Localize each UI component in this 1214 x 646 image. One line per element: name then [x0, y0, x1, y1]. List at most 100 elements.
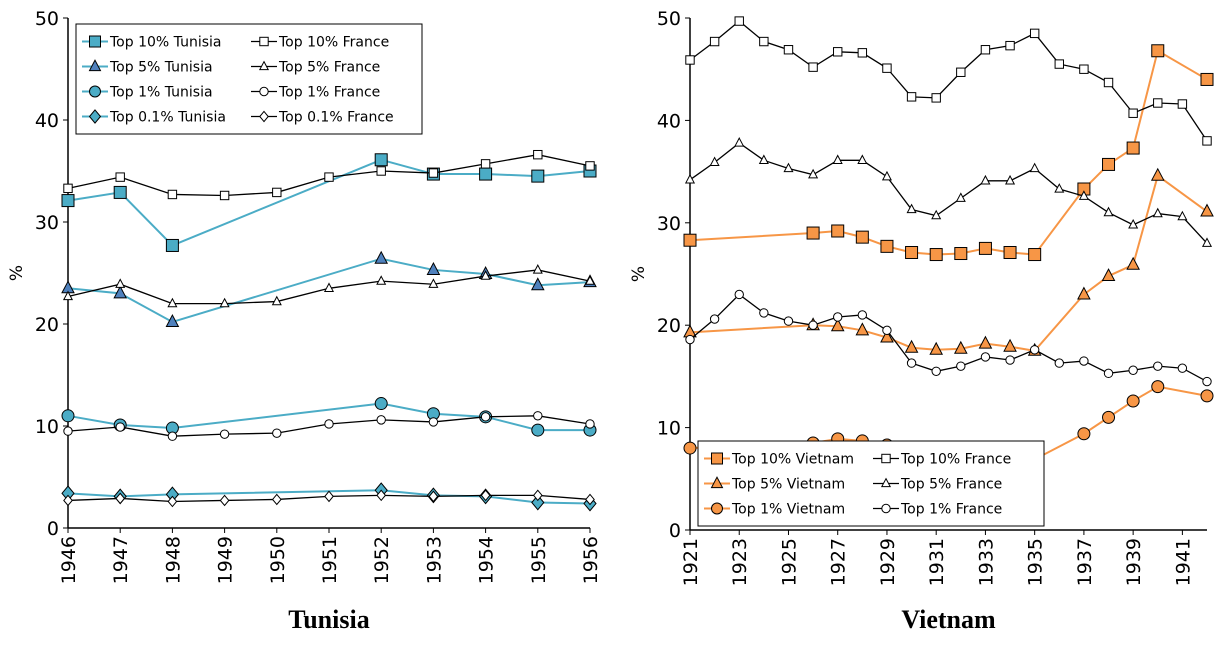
marker [165, 313, 180, 327]
x-tick-label: 1927 [828, 538, 850, 586]
chart-title: Tunisia [288, 605, 369, 634]
series-line [689, 142, 1208, 244]
legend-marker [259, 110, 269, 123]
marker [931, 209, 942, 220]
marker [1003, 245, 1017, 259]
marker [533, 149, 543, 160]
marker [63, 426, 73, 436]
marker [1153, 98, 1163, 108]
marker [167, 431, 178, 441]
legend-label: Top 10% France [900, 452, 1011, 468]
marker [428, 417, 439, 427]
marker [374, 397, 388, 411]
y-tick-label: 30 [657, 213, 681, 235]
marker [1005, 40, 1015, 51]
marker [480, 489, 491, 502]
marker [855, 230, 869, 244]
marker [857, 154, 868, 164]
marker [374, 153, 388, 167]
marker [1177, 99, 1188, 109]
marker [806, 226, 820, 240]
x-tick-label: 1923 [729, 538, 751, 586]
marker [480, 159, 491, 169]
marker [585, 493, 595, 506]
marker [115, 172, 125, 182]
marker [585, 419, 595, 429]
marker [1202, 136, 1212, 146]
marker [165, 238, 179, 252]
marker [115, 278, 126, 288]
marker [1200, 203, 1214, 217]
marker [63, 183, 73, 194]
marker [113, 285, 128, 299]
marker [857, 310, 868, 320]
marker [584, 275, 596, 285]
series [685, 16, 1212, 146]
x-tick-label: 1947 [110, 536, 132, 584]
x-tick-label: 1952 [371, 536, 393, 584]
legend-marker [89, 85, 101, 98]
marker [1151, 44, 1165, 58]
marker [376, 415, 386, 425]
marker [882, 325, 892, 336]
marker [531, 494, 545, 511]
x-tick-label: 1937 [1074, 538, 1096, 586]
marker [62, 290, 74, 301]
marker [1103, 368, 1114, 379]
x-tick-label: 1949 [215, 536, 237, 584]
series [683, 167, 1214, 356]
y-tick-label: 0 [47, 518, 59, 540]
y-tick-label: 50 [657, 8, 681, 30]
x-tick-label: 1929 [877, 538, 899, 586]
marker [734, 137, 745, 147]
marker [1054, 59, 1064, 69]
marker [904, 339, 919, 353]
series-line [689, 293, 1208, 383]
marker [831, 224, 845, 238]
series-line [67, 489, 591, 505]
marker [167, 189, 178, 200]
marker [1101, 268, 1116, 282]
legend-box [75, 23, 423, 135]
marker [954, 247, 968, 261]
marker [376, 489, 387, 502]
marker [685, 55, 695, 65]
marker [1201, 237, 1213, 247]
marker [929, 341, 944, 355]
marker [832, 154, 843, 164]
x-tick-label: 1935 [1025, 538, 1047, 586]
marker [953, 340, 968, 354]
legend-box [697, 440, 1045, 527]
marker [531, 423, 545, 437]
legend-label: Top 5% France [278, 60, 380, 76]
marker [1126, 256, 1140, 270]
marker [734, 289, 744, 300]
marker [219, 190, 230, 201]
y-axis-label: % [7, 265, 27, 281]
marker [1103, 77, 1114, 88]
marker [1128, 108, 1138, 118]
marker [830, 318, 845, 332]
marker [1029, 345, 1040, 355]
marker [219, 429, 230, 439]
x-tick-label: 1921 [680, 538, 702, 586]
marker [1153, 361, 1163, 371]
marker [219, 297, 230, 308]
marker [61, 409, 75, 423]
x-tick-label: 1955 [528, 536, 550, 584]
marker [428, 168, 439, 178]
marker [978, 241, 992, 255]
marker [376, 166, 386, 176]
marker [758, 154, 769, 164]
marker [1126, 394, 1140, 408]
marker [1177, 210, 1188, 221]
marker [685, 334, 695, 345]
legend-marker [711, 452, 723, 465]
marker [880, 239, 894, 253]
legend-label: Top 1% Vietnam [731, 502, 845, 518]
marker [683, 441, 697, 455]
marker [533, 411, 543, 421]
marker [324, 172, 334, 182]
marker [759, 36, 769, 47]
legend-label: Top 10% Tunisia [109, 35, 221, 51]
